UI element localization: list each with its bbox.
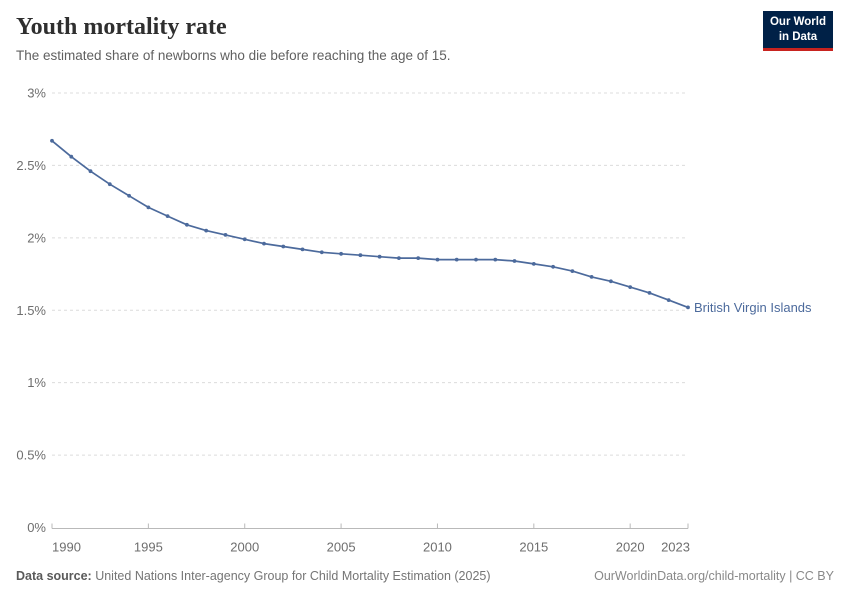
owid-logo[interactable]: Our World in Data bbox=[762, 11, 833, 51]
x-axis-tick-label: 1990 bbox=[52, 540, 81, 555]
data-point bbox=[531, 262, 536, 266]
x-axis-tick-label: 2000 bbox=[230, 540, 259, 555]
data-point bbox=[127, 193, 131, 198]
y-axis-tick-label: 0% bbox=[27, 520, 46, 535]
x-axis-tick-label: 1995 bbox=[134, 540, 163, 555]
data-point bbox=[609, 279, 613, 284]
chart-header: Youth mortality rate The estimated share… bbox=[16, 14, 760, 63]
owid-logo-line1: Our World bbox=[769, 16, 826, 28]
data-source: Data source: United Nations Inter-agency… bbox=[16, 569, 491, 583]
data-point bbox=[339, 251, 343, 256]
data-point bbox=[242, 237, 247, 242]
data-point bbox=[377, 254, 382, 259]
chart-title: Youth mortality rate bbox=[16, 14, 227, 40]
owid-logo-line2: in Data bbox=[778, 30, 818, 43]
data-point bbox=[454, 257, 459, 262]
data-point bbox=[589, 275, 594, 279]
data-point bbox=[570, 269, 575, 273]
data-point bbox=[300, 247, 305, 252]
data-line bbox=[51, 140, 689, 309]
data-point bbox=[358, 253, 363, 258]
data-point bbox=[493, 257, 498, 262]
credit-link[interactable]: OurWorldinData.org/child-mortality | CC … bbox=[594, 569, 834, 583]
data-point bbox=[686, 305, 690, 310]
y-axis-tick-label: 3% bbox=[27, 86, 46, 101]
y-axis-tick-label: 1% bbox=[27, 375, 46, 390]
x-axis-tick-label: 2010 bbox=[423, 540, 452, 555]
series-entity-label[interactable]: British Virgin Islands bbox=[694, 300, 812, 315]
data-point bbox=[223, 233, 228, 237]
data-point bbox=[185, 222, 189, 227]
data-source-text: United Nations Inter-agency Group for Ch… bbox=[91, 569, 491, 583]
line-chart: 0% 0.5% 1% 1.5% 2% 2.5% 3% 1990 1995 2000 2005 2010… bbox=[16, 86, 812, 555]
data-point bbox=[88, 169, 93, 174]
data-point bbox=[165, 214, 170, 219]
data-point bbox=[146, 205, 151, 210]
y-axis-tick-label: 2.5% bbox=[16, 158, 46, 173]
x-axis-tick-label: 2023 bbox=[661, 540, 690, 555]
x-axis-tick-label: 2015 bbox=[519, 540, 548, 555]
data-point bbox=[416, 256, 421, 260]
data-point bbox=[474, 257, 478, 262]
data-point bbox=[107, 182, 112, 187]
data-point bbox=[204, 228, 209, 233]
data-point bbox=[435, 257, 440, 262]
data-source-label: Data source: bbox=[16, 569, 92, 583]
data-point bbox=[69, 154, 74, 159]
data-point bbox=[397, 256, 401, 260]
chart-subtitle: The estimated share of newborns who die … bbox=[16, 48, 451, 64]
x-axis-tick-label: 2005 bbox=[327, 540, 356, 555]
data-point bbox=[262, 241, 266, 246]
data-point bbox=[50, 138, 54, 143]
data-point bbox=[647, 291, 652, 295]
chart-footer: Data source: United Nations Inter-agency… bbox=[16, 569, 834, 583]
y-axis-tick-label: 2% bbox=[27, 230, 46, 245]
data-point bbox=[281, 244, 286, 249]
data-point bbox=[666, 298, 671, 302]
y-axis-tick-label: 0.5% bbox=[16, 448, 46, 463]
data-point bbox=[628, 285, 633, 289]
data-point bbox=[551, 264, 555, 269]
x-axis-tick-label: 2020 bbox=[616, 540, 645, 555]
y-axis-tick-label: 1.5% bbox=[16, 303, 46, 318]
data-point bbox=[512, 259, 517, 263]
data-point bbox=[319, 250, 324, 255]
